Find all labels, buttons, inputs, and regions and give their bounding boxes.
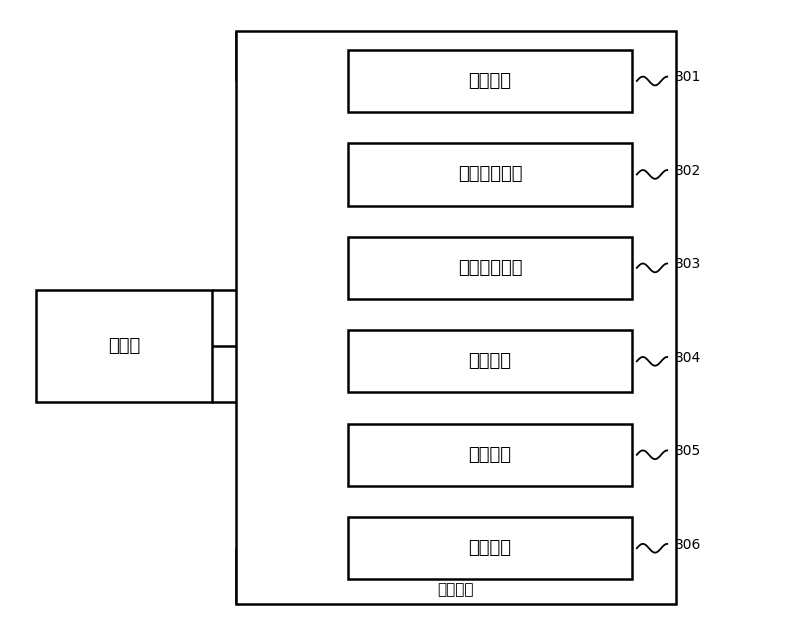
Text: 更新单元: 更新单元: [469, 446, 511, 464]
Bar: [36, 290, 212, 402]
Bar: [236, 31, 676, 604]
Text: 302: 302: [675, 164, 702, 178]
Text: 客户端: 客户端: [108, 337, 140, 354]
Bar: [348, 517, 632, 579]
Bar: [348, 330, 632, 392]
Text: 服务器端: 服务器端: [438, 582, 474, 597]
Text: 分配单元: 分配单元: [469, 353, 511, 370]
Bar: [348, 143, 632, 206]
Text: 第二存储单元: 第二存储单元: [458, 259, 522, 277]
Text: 305: 305: [675, 444, 702, 458]
Text: 发送单元: 发送单元: [469, 540, 511, 557]
Text: 第一存储单元: 第一存储单元: [458, 166, 522, 183]
Bar: [348, 50, 632, 112]
Bar: [348, 424, 632, 486]
Bar: [348, 237, 632, 299]
Text: 306: 306: [675, 538, 702, 551]
Text: 接收单元: 接收单元: [469, 72, 511, 90]
Text: 301: 301: [675, 70, 702, 84]
Text: 304: 304: [675, 351, 702, 364]
Text: 303: 303: [675, 257, 702, 271]
